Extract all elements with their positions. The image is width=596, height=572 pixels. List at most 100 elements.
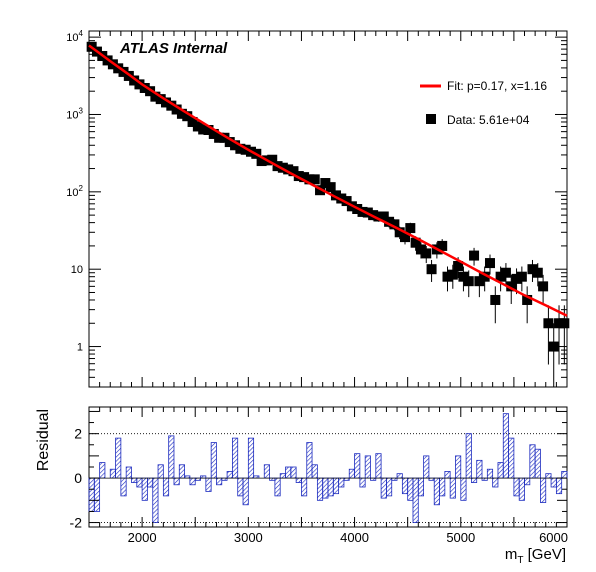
residual-bar	[280, 474, 285, 478]
x-axis-label: mT [GeV]	[505, 546, 566, 566]
residual-bar	[131, 478, 136, 482]
main-y-tick-label-exponent: 2	[79, 184, 84, 193]
residual-bar	[158, 465, 163, 478]
residual-bar	[227, 471, 232, 478]
residual-bar	[551, 478, 556, 487]
residual-y-tick-labels: -2 0 2	[70, 426, 83, 531]
residual-x-tick-label: 2000	[128, 530, 157, 545]
residual-bar	[397, 474, 402, 478]
residual-bar	[211, 443, 216, 479]
data-point	[517, 272, 527, 282]
residual-bar	[248, 438, 253, 478]
data-point	[448, 270, 458, 280]
residual-bar	[174, 478, 179, 485]
residual-bar	[487, 469, 492, 478]
residual-bar	[477, 460, 482, 478]
residual-bar	[424, 456, 429, 478]
residual-bar	[408, 478, 413, 500]
residual-x-tick-label: 5000	[446, 530, 475, 545]
data-point	[405, 223, 415, 233]
residual-bar	[493, 478, 498, 487]
residual-bar	[206, 478, 211, 491]
main-y-tick-label: 102	[66, 184, 83, 199]
residual-bar	[307, 443, 312, 479]
residual-bar	[147, 478, 152, 487]
residual-x-tick-label: 6000	[539, 530, 568, 545]
residual-y-tick-label: -2	[70, 515, 83, 531]
residual-bar	[562, 471, 567, 478]
main-y-tick-label-base: 1	[77, 342, 83, 354]
residual-bar	[402, 478, 407, 494]
residual-bar	[339, 478, 344, 487]
residual-bar	[509, 438, 514, 478]
residual-bar	[179, 465, 184, 478]
residual-bar	[216, 478, 221, 485]
residual-bar	[471, 478, 476, 482]
data-point	[421, 248, 431, 258]
residual-bar	[525, 478, 530, 485]
residual-bar	[503, 414, 508, 478]
residual-bar	[169, 436, 174, 478]
atlas-label: ATLAS Internal	[119, 40, 228, 57]
residual-bar	[365, 456, 370, 478]
main-y-tick-label-exponent: 3	[79, 106, 84, 115]
residual-bar	[286, 467, 291, 478]
residual-bar	[519, 478, 524, 500]
residual-bar	[535, 449, 540, 478]
main-y-tick-label: 104	[66, 29, 83, 44]
main-y-tick-label: 103	[66, 106, 83, 121]
residual-bar	[466, 434, 471, 478]
residual-bar	[142, 478, 147, 500]
data-point	[490, 295, 500, 305]
main-y-tick-label: 1	[77, 342, 83, 354]
data-point	[501, 268, 511, 278]
data-point	[549, 342, 559, 352]
residual-bar	[296, 478, 301, 482]
residual-x-tick-label: 3000	[234, 530, 263, 545]
residual-bar	[291, 467, 296, 478]
residual-bar	[546, 474, 551, 478]
residual-y-tick-label: 0	[74, 470, 82, 486]
main-y-tick-label-base: 10	[71, 264, 83, 276]
residual-bar	[455, 456, 460, 478]
residual-bar	[376, 454, 381, 478]
main-y-tick-label-base: 10	[66, 109, 78, 121]
residual-x-tick-labels: 2000 3000 4000 5000 6000	[128, 530, 568, 545]
x-axis-label-unit: [GeV]	[523, 546, 566, 563]
residual-bar	[312, 465, 317, 478]
data-point	[543, 318, 553, 328]
residual-bar	[381, 478, 386, 498]
residual-bar	[333, 478, 338, 494]
legend-data-swatch	[426, 114, 436, 124]
residual-bar	[386, 478, 391, 496]
data-point	[469, 251, 479, 261]
residual-bar	[121, 478, 126, 496]
residual-bar	[116, 438, 121, 478]
data-point	[464, 276, 474, 286]
residual-bar	[355, 454, 360, 478]
residual-bar	[275, 478, 280, 496]
legend-fit-label: Fit: p=0.17, x=1.16	[447, 79, 547, 93]
residual-bar	[153, 478, 158, 522]
residual-bar	[238, 478, 243, 496]
residual-bar	[418, 478, 423, 496]
residual-bar	[461, 478, 466, 500]
data-point	[485, 258, 495, 268]
residual-bar	[317, 478, 322, 500]
main-y-tick-labels: 110102103104	[66, 29, 83, 353]
residual-bar	[530, 445, 535, 478]
residual-bar	[190, 478, 195, 485]
data-point	[559, 318, 569, 328]
residual-bar	[110, 469, 115, 478]
main-y-tick-label-base: 10	[66, 32, 78, 44]
data-point	[427, 264, 437, 274]
main-y-tick-label: 10	[71, 264, 83, 276]
residual-bar	[323, 478, 328, 498]
residual-bar	[450, 478, 455, 498]
residual-x-tick-label: 4000	[340, 530, 369, 545]
residual-y-tick-label: 2	[74, 426, 82, 442]
residual-bar	[514, 478, 519, 496]
residual-bar	[94, 478, 99, 511]
